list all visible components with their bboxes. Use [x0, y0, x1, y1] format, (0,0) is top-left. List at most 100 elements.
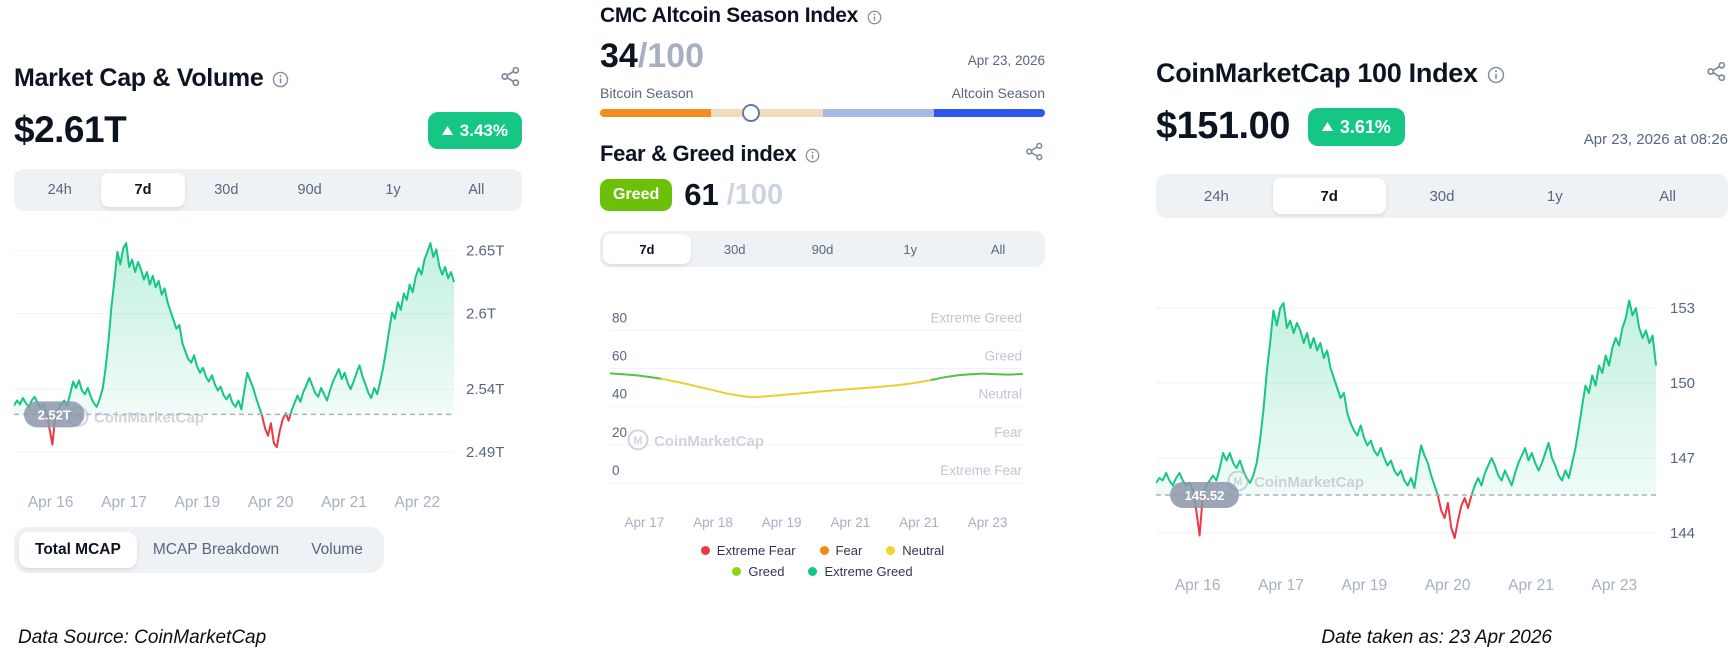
tab-90d[interactable]: 90d	[297, 182, 322, 198]
svg-text:40: 40	[612, 387, 627, 402]
svg-text:CoinMarketCap: CoinMarketCap	[94, 409, 204, 426]
greed-badge: Greed	[600, 179, 673, 212]
up-arrow-icon	[441, 125, 453, 135]
tab-90d[interactable]: 90d	[811, 241, 834, 257]
svg-text:20: 20	[612, 425, 627, 440]
cmc100-change-badge: 3.61%	[1307, 107, 1405, 146]
tab-1y[interactable]: 1y	[385, 182, 401, 198]
info-icon[interactable]	[805, 148, 820, 163]
tab-7d[interactable]: 7d	[603, 234, 691, 265]
svg-text:Extreme Fear: Extreme Fear	[940, 463, 1022, 478]
share-icon[interactable]	[499, 65, 522, 93]
legend-dot-icon	[700, 546, 710, 556]
svg-text:Apr 21: Apr 21	[830, 515, 870, 530]
info-icon[interactable]	[867, 10, 882, 25]
market-cap-chart[interactable]: 2.65T2.6T2.54T2.49TMCoinMarketCap2.52TAp…	[14, 221, 522, 521]
legend-item: Neutral	[886, 543, 944, 558]
data-source-caption: Data Source: CoinMarketCap	[18, 627, 267, 648]
date-taken-caption: Date taken as: 23 Apr 2026	[1321, 627, 1552, 648]
svg-text:Apr 18: Apr 18	[693, 515, 733, 530]
legend-dot-icon	[732, 567, 742, 577]
tab-30d[interactable]: 30d	[214, 182, 239, 198]
fear-greed-score: 61	[684, 177, 719, 213]
altcoin-season-panel: CMC Altcoin Season Index 34 /100 Apr 23,…	[600, 4, 1045, 579]
market-cap-value: $2.61T	[14, 109, 127, 150]
cmc100-panel: CoinMarketCap 100 Index $151.00 3.61% Ap…	[1156, 58, 1728, 603]
svg-text:Apr 21: Apr 21	[321, 494, 367, 511]
season-segment	[822, 109, 934, 118]
svg-text:60: 60	[612, 349, 627, 364]
svg-text:Apr 16: Apr 16	[28, 494, 74, 511]
svg-text:2.54T: 2.54T	[466, 381, 504, 398]
fear-greed-chart[interactable]: 80 Extreme Greed 60 Greed 40 Neutral 20 Fear 0 Ex…	[610, 275, 1045, 537]
svg-text:2.49T: 2.49T	[466, 444, 504, 461]
cmc100-chart[interactable]: 153 150 147 144 M CoinMarketCap 145.52 Apr 16 Ap…	[1156, 228, 1728, 603]
fear-greed-legend: Extreme Fear Fear Neutral Greed Extreme Gree…	[600, 543, 1045, 579]
share-icon[interactable]	[1705, 60, 1728, 88]
tab-30d[interactable]: 30d	[1429, 187, 1455, 205]
svg-text:153: 153	[1670, 300, 1695, 317]
tab-all[interactable]: All	[990, 241, 1006, 257]
season-segment	[933, 109, 1045, 118]
tab-24h[interactable]: 24h	[1203, 187, 1229, 205]
svg-text:150: 150	[1670, 375, 1695, 392]
legend-label: Extreme Greed	[824, 564, 913, 580]
tab-1y[interactable]: 1y	[1546, 187, 1563, 205]
market-cap-value-row: $2.61T 3.43%	[14, 109, 522, 151]
svg-text:CoinMarketCap: CoinMarketCap	[1254, 474, 1364, 491]
season-knob[interactable]	[742, 104, 761, 123]
altcoin-season-label: Altcoin Season	[951, 85, 1045, 102]
svg-text:Extreme Greed: Extreme Greed	[930, 311, 1022, 326]
bitcoin-season-label: Bitcoin Season	[600, 85, 694, 102]
svg-text:2.6T: 2.6T	[466, 306, 496, 323]
market-cap-view-tabs: Total MCAP MCAP Breakdown Volume	[14, 527, 384, 573]
legend-item: Fear	[819, 543, 863, 559]
tab-7d[interactable]: 7d	[101, 173, 185, 207]
info-icon[interactable]	[272, 71, 289, 88]
svg-text:Apr 20: Apr 20	[248, 494, 294, 511]
altcoin-season-header: CMC Altcoin Season Index	[600, 4, 1045, 28]
cmc100-range-tabs: 24h 7d 30d 1y All	[1156, 174, 1728, 218]
altcoin-season-title: CMC Altcoin Season Index	[600, 4, 859, 27]
legend-item: Extreme Fear	[700, 543, 796, 559]
tab-7d[interactable]: 7d	[1272, 178, 1386, 214]
altcoin-season-date: Apr 23, 2026	[967, 53, 1045, 69]
legend-label: Extreme Fear	[716, 543, 796, 559]
tab-24h[interactable]: 24h	[47, 182, 72, 198]
season-segment	[711, 109, 823, 118]
tab-total-mcap[interactable]: Total MCAP	[19, 532, 137, 568]
tab-all[interactable]: All	[468, 182, 485, 198]
market-cap-header: Market Cap & Volume	[14, 64, 522, 93]
tab-mcap-breakdown[interactable]: MCAP Breakdown	[152, 541, 280, 558]
fear-greed-range-tabs: 7d 30d 90d 1y All	[600, 231, 1045, 268]
svg-text:Apr 19: Apr 19	[1341, 577, 1387, 594]
season-segment	[600, 109, 712, 118]
svg-text:2.65T: 2.65T	[466, 243, 504, 260]
share-icon[interactable]	[1024, 141, 1045, 167]
tab-1y[interactable]: 1y	[903, 241, 918, 257]
market-cap-change: 3.43%	[459, 120, 508, 140]
svg-text:M: M	[1233, 476, 1242, 488]
cmc100-header: CoinMarketCap 100 Index	[1156, 58, 1728, 89]
svg-text:80: 80	[612, 311, 627, 326]
season-bar-track	[600, 109, 1045, 118]
market-cap-change-badge: 3.43%	[427, 111, 522, 149]
svg-text:Fear: Fear	[994, 425, 1022, 440]
tab-volume[interactable]: Volume	[311, 541, 363, 558]
tab-all[interactable]: All	[1659, 187, 1676, 205]
svg-text:Apr 17: Apr 17	[101, 494, 147, 511]
svg-text:145.52: 145.52	[1185, 488, 1225, 503]
svg-text:M: M	[633, 435, 642, 447]
altcoin-season-denominator: /100	[637, 37, 705, 75]
legend-item: Extreme Greed	[808, 564, 913, 580]
legend-label: Fear	[835, 543, 863, 559]
market-cap-range-tabs: 24h 7d 30d 90d 1y All	[14, 169, 522, 211]
svg-text:144: 144	[1670, 525, 1695, 542]
info-icon[interactable]	[1487, 66, 1505, 84]
tab-30d[interactable]: 30d	[723, 241, 746, 257]
svg-text:Apr 16: Apr 16	[1175, 577, 1221, 594]
svg-text:Apr 19: Apr 19	[174, 494, 220, 511]
svg-text:Apr 17: Apr 17	[624, 515, 664, 530]
altcoin-season-score: 34	[600, 37, 638, 75]
svg-text:Apr 17: Apr 17	[1258, 577, 1304, 594]
